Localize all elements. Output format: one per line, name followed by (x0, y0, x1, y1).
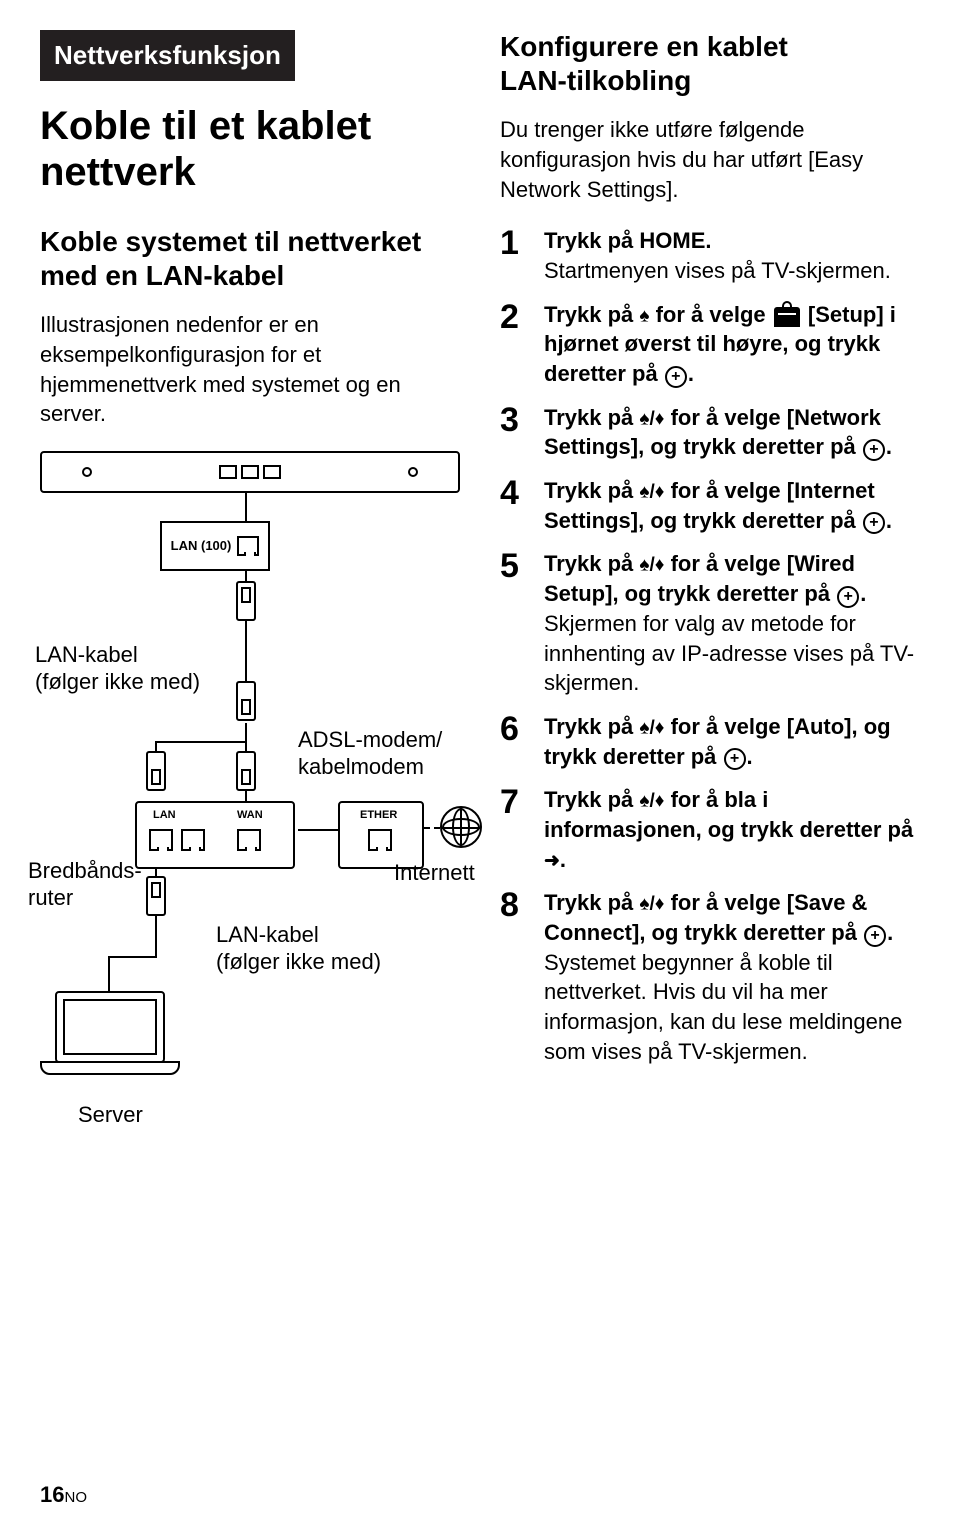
plus-circle-icon: + (724, 748, 746, 770)
step-text: Trykk på HOME. Startmenyen vises på TV-s… (544, 226, 891, 285)
router-lan-tag: LAN (153, 809, 176, 821)
h1-line2: nettverk (40, 150, 196, 194)
left-h2-l1: Koble systemet til nettverket (40, 226, 421, 257)
modem-ether-tag: ETHER (360, 809, 397, 821)
wire (108, 956, 110, 991)
plus-circle-icon: + (837, 586, 859, 608)
page-number: 16NO (40, 1482, 87, 1508)
step-4: 4 Trykk på ♠/♦ for å velge [Internet Set… (500, 476, 920, 535)
step-7: 7 Trykk på ♠/♦ for å bla i informasjonen… (500, 785, 920, 874)
step-text: Trykk på ♠/♦ for å velge [Network Settin… (544, 403, 920, 462)
right-column: Konfigurere en kablet LAN-tilkobling Du … (480, 0, 960, 1528)
updown-arrow-icon: ♠/♦ (639, 481, 664, 502)
left-intro: Illustrasjonen nedenfor er en eksempelko… (40, 310, 460, 429)
step-num: 6 (500, 712, 544, 771)
step-text: Trykk på ♠/♦ for å velge [Save & Connect… (544, 888, 920, 1066)
plus-circle-icon: + (864, 925, 886, 947)
wiring-diagram: LAN (100) LAN-kabel (følger ikke med) AD… (40, 451, 460, 1131)
step-num: 3 (500, 403, 544, 462)
step-text: Trykk på ♠ for å velge [Setup] i hjørnet… (544, 300, 920, 389)
wire (155, 869, 157, 877)
adsl-label: ADSL-modem/ kabelmodem (298, 726, 442, 781)
right-arrow-icon: ➜ (544, 850, 560, 871)
right-h2-l1: Konfigurere en kablet (500, 31, 788, 62)
left-h2-l2: med en LAN-kabel (40, 260, 284, 291)
step-text: Trykk på ♠/♦ for å bla i informasjonen, … (544, 785, 920, 874)
server-label: Server (78, 1101, 143, 1129)
step-6: 6 Trykk på ♠/♦ for å velge [Auto], og tr… (500, 712, 920, 771)
router-wan-tag: WAN (237, 809, 263, 821)
step-2: 2 Trykk på ♠ for å velge [Setup] i hjørn… (500, 300, 920, 389)
up-arrow-icon: ♠ (639, 305, 649, 326)
right-h2-l2: LAN-tilkobling (500, 65, 691, 96)
step-num: 8 (500, 888, 544, 1066)
soundbar-icon (40, 451, 460, 493)
lan-cable-label-2: LAN-kabel (følger ikke med) (216, 921, 381, 976)
right-h2: Konfigurere en kablet LAN-tilkobling (500, 30, 920, 97)
updown-arrow-icon: ♠/♦ (639, 717, 664, 738)
step-text: Trykk på ♠/♦ for å velge [Internet Setti… (544, 476, 920, 535)
plus-circle-icon: + (863, 439, 885, 461)
left-h2: Koble systemet til nettverket med en LAN… (40, 225, 460, 292)
step-num: 4 (500, 476, 544, 535)
plug-icon (236, 581, 256, 621)
plus-circle-icon: + (863, 512, 885, 534)
step-text: Trykk på ♠/♦ for å velge [Auto], og tryk… (544, 712, 920, 771)
globe-icon (440, 806, 482, 848)
lan100-label: LAN (100) (171, 538, 232, 553)
updown-arrow-icon: ♠/♦ (639, 791, 664, 812)
step-num: 7 (500, 785, 544, 874)
plug-icon (146, 751, 166, 791)
page-h1: Koble til et kablet nettverk (40, 103, 460, 195)
h1-line1: Koble til et kablet (40, 104, 371, 148)
router-icon: LAN WAN (135, 801, 295, 869)
plug-icon (236, 681, 256, 721)
step-5: 5 Trykk på ♠/♦ for å velge [Wired Setup]… (500, 549, 920, 697)
wire (155, 741, 157, 753)
lan-cable-label-1: LAN-kabel (følger ikke med) (35, 641, 200, 696)
wire (108, 956, 157, 958)
step-num: 5 (500, 549, 544, 697)
step-num: 2 (500, 300, 544, 389)
wire (245, 493, 247, 521)
wire (424, 827, 440, 829)
steps-list: 1 Trykk på HOME. Startmenyen vises på TV… (500, 226, 920, 1066)
step-text: Trykk på ♠/♦ for å velge [Wired Setup], … (544, 549, 920, 697)
setup-icon (774, 307, 800, 327)
wire (245, 621, 247, 681)
step-3: 3 Trykk på ♠/♦ for å velge [Network Sett… (500, 403, 920, 462)
plug-icon (236, 751, 256, 791)
step-8: 8 Trykk på ♠/♦ for å velge [Save & Conne… (500, 888, 920, 1066)
step-1: 1 Trykk på HOME. Startmenyen vises på TV… (500, 226, 920, 285)
laptop-icon (40, 991, 180, 1091)
wire (298, 829, 338, 831)
updown-arrow-icon: ♠/♦ (639, 894, 664, 915)
right-intro: Du trenger ikke utføre følgende konfigur… (500, 115, 920, 204)
lan100-port: LAN (100) (160, 521, 270, 571)
plug-icon (146, 876, 166, 916)
wire (245, 571, 247, 581)
updown-arrow-icon: ♠/♦ (639, 408, 664, 429)
wire (245, 723, 247, 743)
internet-label: Internett (394, 859, 475, 887)
broadband-label: Bredbånds- ruter (28, 857, 142, 912)
step-num: 1 (500, 226, 544, 285)
updown-arrow-icon: ♠/♦ (639, 555, 664, 576)
wire (155, 741, 247, 743)
left-column: Nettverksfunksjon Koble til et kablet ne… (0, 0, 480, 1528)
section-badge: Nettverksfunksjon (40, 30, 295, 81)
wire (155, 916, 157, 956)
plus-circle-icon: + (665, 366, 687, 388)
